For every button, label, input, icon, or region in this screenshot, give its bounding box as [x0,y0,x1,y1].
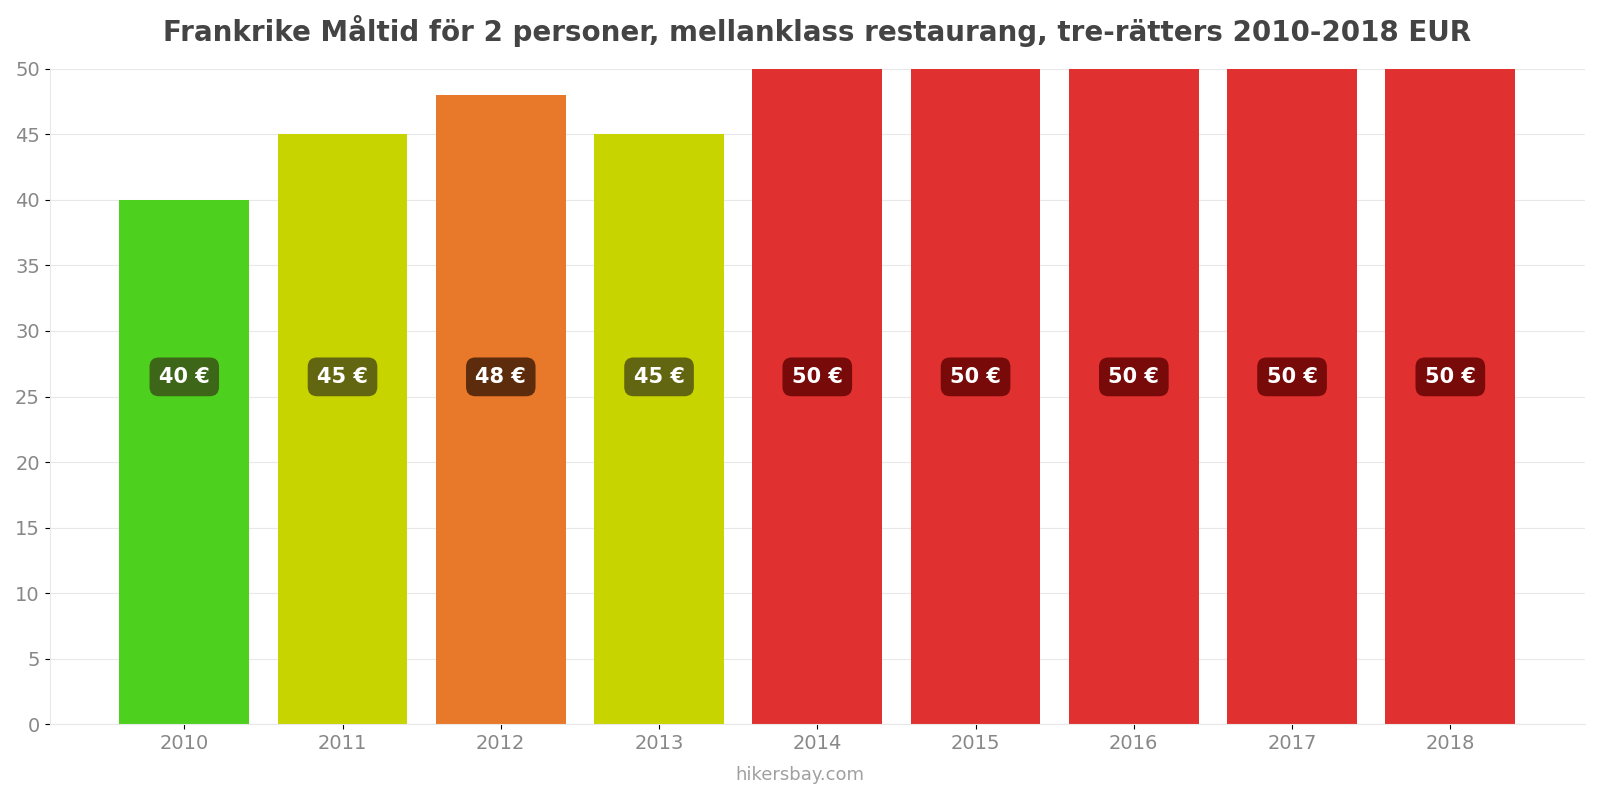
Bar [910,69,1040,724]
Text: 50 €: 50 € [1426,367,1475,387]
Bar [435,95,566,724]
Bar [1069,69,1198,724]
Bar [594,134,723,724]
Bar [120,200,250,724]
Text: hikersbay.com: hikersbay.com [736,766,864,784]
Bar [752,69,882,724]
Text: 50 €: 50 € [792,367,843,387]
Text: 45 €: 45 € [317,367,368,387]
Text: 50 €: 50 € [1109,367,1160,387]
Bar [1227,69,1357,724]
Text: 48 €: 48 € [475,367,526,387]
Title: Frankrike Måltid för 2 personer, mellanklass restaurang, tre-rätters 2010-2018 E: Frankrike Måltid för 2 personer, mellank… [163,15,1472,47]
Text: 50 €: 50 € [950,367,1002,387]
Text: 40 €: 40 € [158,367,210,387]
Text: 50 €: 50 € [1267,367,1317,387]
Bar [1386,69,1515,724]
Text: 45 €: 45 € [634,367,685,387]
Bar [278,134,408,724]
